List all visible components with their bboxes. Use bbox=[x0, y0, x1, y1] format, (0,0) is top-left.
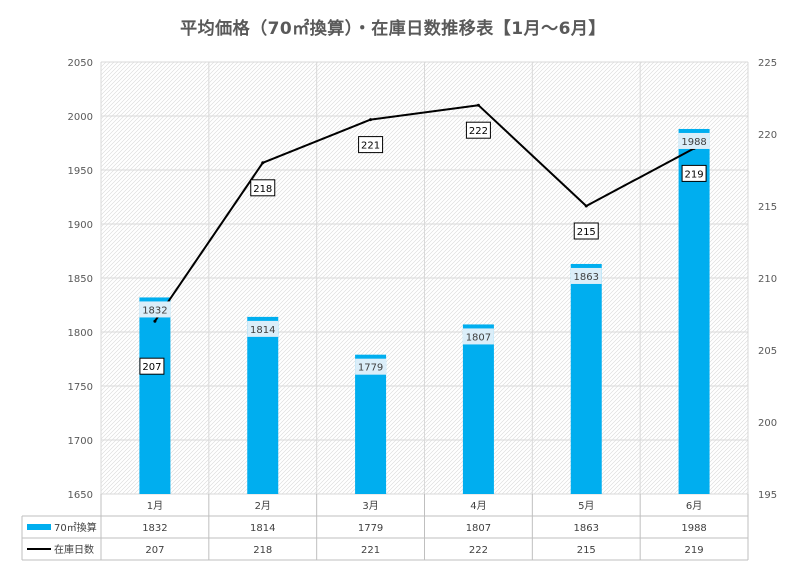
line-data-label-box bbox=[681, 164, 707, 182]
line-data-label-box bbox=[573, 222, 599, 240]
legend-swatch-bar bbox=[27, 524, 51, 530]
line-point bbox=[369, 118, 373, 122]
bar-6月 bbox=[678, 128, 710, 494]
bar-data-label-bg bbox=[570, 267, 602, 284]
table-cell-bar: 1863 bbox=[574, 523, 599, 534]
line-data-label: 207 bbox=[142, 362, 161, 373]
x-category-label: 5月 bbox=[578, 500, 594, 512]
y-left-tick-label: 1900 bbox=[68, 220, 93, 231]
line-point bbox=[476, 103, 480, 107]
y-right-tick-label: 220 bbox=[758, 130, 777, 141]
y-right-tick-label: 210 bbox=[758, 274, 777, 285]
table-cell-line: 215 bbox=[577, 545, 596, 556]
y-right-tick-label: 200 bbox=[758, 418, 777, 429]
line-series-在庫日数 bbox=[154, 104, 695, 322]
y-right-tick-label: 195 bbox=[758, 490, 777, 501]
chart-title: 平均価格（70㎡換算）・在庫日数推移表【1月～6月】 bbox=[180, 19, 606, 39]
line-data-label: 221 bbox=[361, 141, 380, 152]
y-left-tick-label: 1650 bbox=[68, 490, 93, 501]
line-data-label-box bbox=[465, 121, 491, 139]
line-data-label-box bbox=[358, 136, 384, 154]
bar-5月 bbox=[570, 263, 602, 494]
bar-data-label-bg bbox=[355, 358, 387, 375]
x-category-label: 1月 bbox=[147, 500, 163, 512]
table-cell-line: 219 bbox=[685, 545, 704, 556]
legend-label-line: 在庫日数 bbox=[54, 543, 94, 556]
table-cell-bar: 1832 bbox=[142, 523, 167, 534]
bar-data-label-bg bbox=[247, 320, 279, 337]
legend-label-bar: 70㎡換算 bbox=[54, 521, 97, 534]
y-right-tick-label: 215 bbox=[758, 202, 777, 213]
table-cell-line: 222 bbox=[469, 545, 488, 556]
bar-data-label-bg bbox=[678, 132, 710, 149]
table-cell-line: 221 bbox=[361, 545, 380, 556]
x-category-label: 2月 bbox=[255, 500, 271, 512]
bar-4月 bbox=[462, 324, 494, 494]
table-cell-bar: 1988 bbox=[681, 523, 706, 534]
bar-3月 bbox=[355, 354, 387, 494]
bar-1月 bbox=[139, 297, 171, 494]
bar-2月 bbox=[247, 316, 279, 494]
bar-data-label: 1807 bbox=[466, 332, 491, 343]
bar-data-label: 1988 bbox=[681, 137, 706, 148]
table-cell-line: 207 bbox=[145, 545, 164, 556]
y-left-tick-label: 1750 bbox=[68, 382, 93, 393]
y-left-tick-label: 1950 bbox=[68, 166, 93, 177]
table-cell-bar: 1814 bbox=[250, 523, 275, 534]
x-category-label: 3月 bbox=[362, 500, 378, 512]
line-point bbox=[153, 319, 157, 323]
bar-data-label: 1779 bbox=[358, 363, 383, 374]
y-right-tick-label: 225 bbox=[758, 58, 777, 69]
bar-data-label: 1832 bbox=[142, 305, 167, 316]
y-left-tick-label: 2000 bbox=[68, 112, 93, 123]
line-point bbox=[261, 161, 265, 165]
line-data-label: 222 bbox=[469, 126, 488, 137]
y-left-tick-label: 1800 bbox=[68, 328, 93, 339]
table-cell-line: 218 bbox=[253, 545, 272, 556]
y-left-tick-label: 2050 bbox=[68, 58, 93, 69]
bar-data-label: 1814 bbox=[250, 325, 275, 336]
bar-data-label: 1863 bbox=[574, 272, 599, 283]
line-data-label: 218 bbox=[253, 184, 272, 195]
line-data-label-box bbox=[250, 179, 276, 197]
x-category-label: 6月 bbox=[686, 500, 702, 512]
table-cell-bar: 1779 bbox=[358, 523, 383, 534]
line-data-label-box bbox=[139, 357, 165, 375]
x-category-label: 4月 bbox=[470, 500, 486, 512]
bar-data-label-bg bbox=[462, 328, 494, 345]
line-point bbox=[584, 204, 588, 208]
line-data-label: 219 bbox=[685, 169, 704, 180]
bar-data-label-bg bbox=[139, 301, 171, 318]
y-left-tick-label: 1700 bbox=[68, 436, 93, 447]
y-left-tick-label: 1850 bbox=[68, 274, 93, 285]
y-right-tick-label: 205 bbox=[758, 346, 777, 357]
table-cell-bar: 1807 bbox=[466, 523, 491, 534]
line-data-label: 215 bbox=[577, 227, 596, 238]
